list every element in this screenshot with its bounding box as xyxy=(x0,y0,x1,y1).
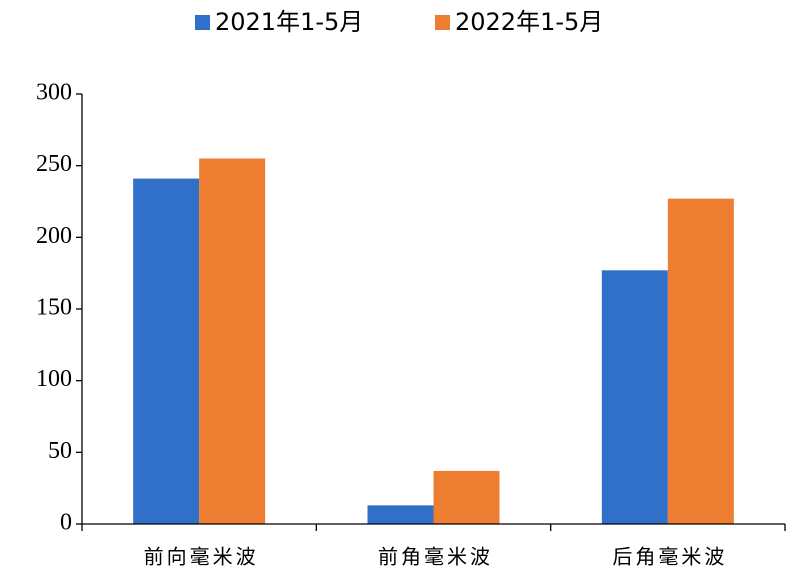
x-tick-label: 前角毫米波 xyxy=(378,545,493,569)
legend-swatch xyxy=(195,15,210,30)
x-tick-label: 后角毫米波 xyxy=(612,545,727,569)
bar xyxy=(133,178,200,525)
bar xyxy=(601,270,668,524)
legend-label: 2021年1-5月 xyxy=(215,8,363,36)
bar xyxy=(667,198,734,524)
bar xyxy=(433,470,500,524)
y-tick-label: 100 xyxy=(36,366,72,392)
legend-label: 2022年1-5月 xyxy=(455,8,603,36)
y-tick-label: 0 xyxy=(60,510,72,536)
y-tick-label: 250 xyxy=(36,151,72,177)
bar xyxy=(367,505,434,524)
legend-swatch xyxy=(435,15,450,30)
y-tick-label: 200 xyxy=(36,223,72,249)
y-tick-label: 150 xyxy=(36,295,72,321)
x-tick-label: 前向毫米波 xyxy=(144,545,259,569)
y-tick-label: 300 xyxy=(36,80,72,106)
bar xyxy=(199,158,266,524)
y-tick-label: 50 xyxy=(48,438,72,464)
